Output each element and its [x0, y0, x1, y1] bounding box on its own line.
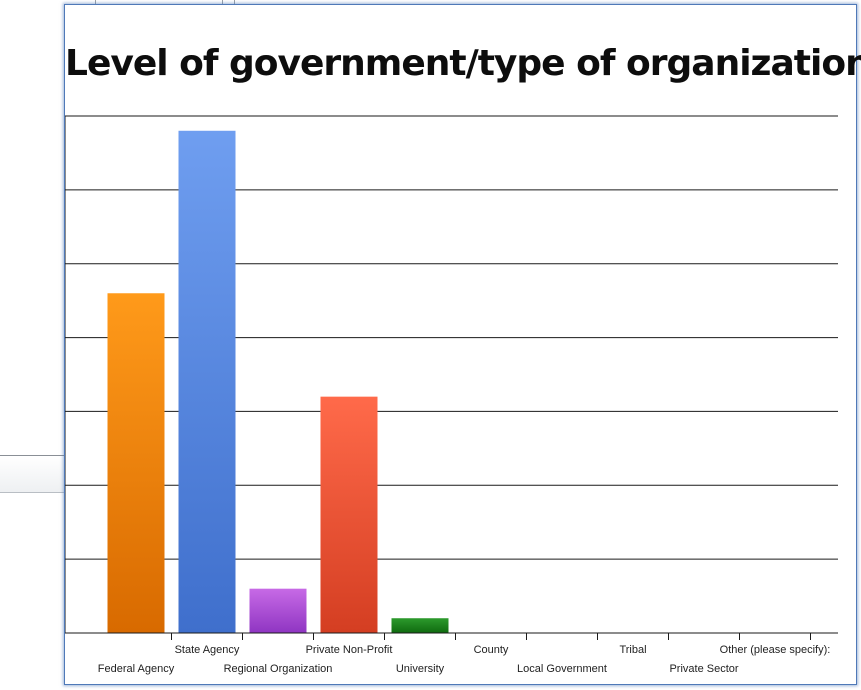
- chart-frame: Level of government/type of organization…: [64, 4, 861, 685]
- bar-university: [391, 618, 449, 633]
- x-tick-label-8: Private Sector: [669, 663, 738, 675]
- background-slide-fragment-left: [0, 455, 70, 493]
- bar-regional-organization: [249, 588, 307, 633]
- x-tick-label-9: Other (please specify):: [720, 644, 831, 656]
- bar-federal-agency: [107, 293, 165, 633]
- x-tick-label-2: Regional Organization: [224, 663, 333, 675]
- x-tick-label-6: Local Government: [517, 663, 607, 675]
- x-tick-label-7: Tribal: [619, 644, 646, 656]
- x-tick-label-5: County: [474, 644, 509, 656]
- bar-state-agency: [178, 130, 236, 633]
- chart-title: Level of government/type of organization: [65, 43, 861, 84]
- x-tick-label-1: State Agency: [175, 644, 240, 656]
- bar-private-non-profit: [320, 396, 378, 633]
- x-tick-label-0: Federal Agency: [98, 663, 175, 675]
- x-tick-label-4: University: [396, 663, 445, 675]
- x-tick-label-3: Private Non-Profit: [306, 644, 393, 656]
